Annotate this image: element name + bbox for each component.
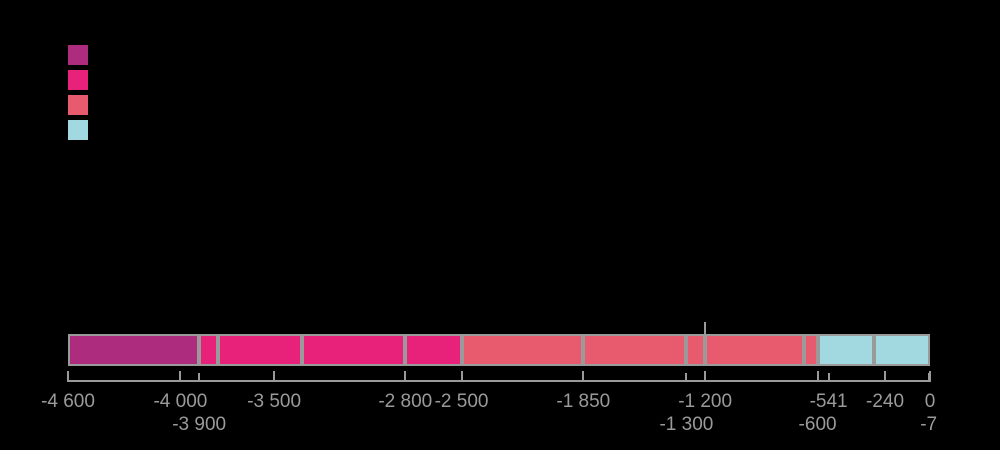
x-axis-tick-label: -600 (798, 414, 837, 435)
stacked-bar (68, 334, 930, 366)
x-axis-tick (704, 371, 707, 382)
x-axis-tick (179, 371, 182, 382)
x-axis-tick-label: -240 (866, 391, 905, 412)
x-axis-tick-label: -1 200 (678, 391, 733, 412)
x-axis-tick-label: -1 300 (659, 414, 714, 435)
x-axis (68, 380, 930, 382)
bar-segment[interactable] (873, 334, 930, 366)
legend-swatch-icon (68, 70, 88, 90)
x-axis-tick (827, 373, 830, 382)
bar-segment[interactable] (804, 334, 818, 366)
x-axis-tick-label: -7 (920, 414, 938, 435)
x-axis-tick-label: -2 500 (434, 391, 489, 412)
legend-item-2[interactable] (68, 70, 88, 90)
x-axis-tick (67, 371, 69, 382)
x-axis-tick-label: -4 000 (153, 391, 208, 412)
legend-item-1[interactable] (68, 45, 88, 65)
legend-item-3[interactable] (68, 95, 88, 115)
bar-segment[interactable] (461, 334, 584, 366)
bar-segment[interactable] (705, 334, 805, 366)
legend-swatch-icon (68, 120, 88, 140)
x-axis-tick-label: -541 (809, 391, 848, 412)
x-axis-tick (685, 373, 688, 382)
bar-segment[interactable] (817, 334, 874, 366)
x-axis-tick (927, 373, 930, 382)
x-axis-tick (404, 371, 407, 382)
bar-segment[interactable] (686, 334, 706, 366)
x-axis-tick (929, 371, 931, 382)
legend-item-4[interactable] (68, 120, 88, 140)
x-axis-tick (198, 373, 201, 382)
x-axis-tick (816, 371, 819, 382)
chart-legend (68, 45, 88, 145)
bar-segment[interactable] (583, 334, 687, 366)
x-axis-tick-label: -2 800 (378, 391, 433, 412)
x-axis-tick-label: -1 850 (556, 391, 611, 412)
bar-segment[interactable] (405, 334, 462, 366)
x-axis-tick (582, 371, 585, 382)
x-axis-tick (884, 371, 887, 382)
bar-segment[interactable] (217, 334, 303, 366)
bar-segment[interactable] (199, 334, 218, 366)
bar-segment[interactable] (302, 334, 406, 366)
x-axis-tick-label: -4 600 (41, 391, 95, 412)
x-axis-tick-label: -3 900 (172, 414, 227, 435)
legend-swatch-icon (68, 95, 88, 115)
bar-segment[interactable] (68, 334, 200, 366)
x-axis-tick (460, 371, 463, 382)
legend-swatch-icon (68, 45, 88, 65)
x-axis-tick-label: 0 (924, 391, 936, 412)
x-axis-tick-label: -3 500 (247, 391, 302, 412)
x-axis-tick (273, 371, 276, 382)
